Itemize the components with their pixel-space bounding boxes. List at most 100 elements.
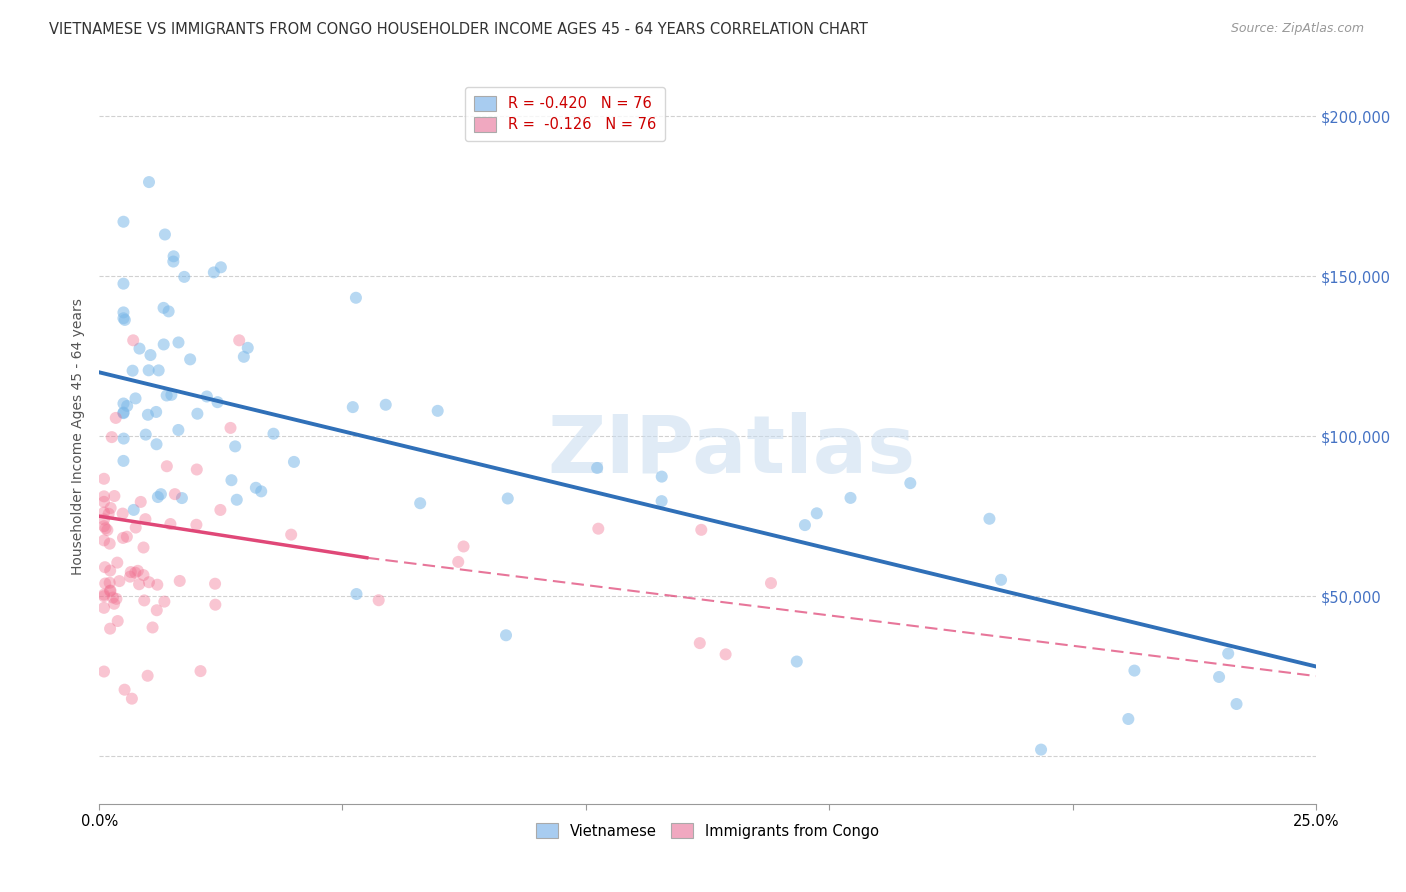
Point: [145, 405, 167, 419]
Point: [219, 421, 242, 435]
Point: [453, 540, 475, 554]
Point: [152, 301, 174, 315]
Point: [426, 404, 449, 418]
Point: [690, 523, 713, 537]
Y-axis label: Householder Income Ages 45 - 64 years: Householder Income Ages 45 - 64 years: [72, 298, 86, 574]
Point: [236, 341, 259, 355]
Point: [93, 489, 115, 503]
Point: [167, 335, 190, 350]
Point: [146, 490, 169, 504]
Legend: Vietnamese, Immigrants from Congo: Vietnamese, Immigrants from Congo: [530, 817, 884, 845]
Point: [112, 406, 135, 420]
Point: [786, 655, 808, 669]
Point: [367, 593, 389, 607]
Point: [94, 521, 117, 535]
Point: [979, 512, 1001, 526]
Point: [145, 437, 167, 451]
Point: [138, 575, 160, 590]
Point: [112, 305, 135, 319]
Point: [125, 520, 148, 534]
Point: [162, 254, 184, 268]
Point: [93, 600, 115, 615]
Point: [495, 628, 517, 642]
Point: [103, 489, 125, 503]
Point: [204, 576, 226, 591]
Point: [447, 555, 470, 569]
Point: [195, 389, 218, 403]
Point: [1218, 647, 1240, 661]
Point: [839, 491, 862, 505]
Point: [250, 484, 273, 499]
Point: [93, 472, 115, 486]
Point: [759, 576, 782, 591]
Point: [159, 516, 181, 531]
Point: [100, 430, 122, 444]
Point: [1208, 670, 1230, 684]
Point: [160, 388, 183, 402]
Point: [167, 423, 190, 437]
Point: [186, 407, 208, 421]
Point: [103, 597, 125, 611]
Point: [128, 577, 150, 591]
Point: [128, 342, 150, 356]
Point: [112, 311, 135, 326]
Point: [651, 494, 673, 508]
Point: [124, 392, 146, 406]
Point: [134, 512, 156, 526]
Text: VIETNAMESE VS IMMIGRANTS FROM CONGO HOUSEHOLDER INCOME AGES 45 - 64 YEARS CORREL: VIETNAMESE VS IMMIGRANTS FROM CONGO HOUS…: [49, 22, 868, 37]
Point: [209, 260, 232, 275]
Point: [179, 352, 201, 367]
Point: [115, 399, 138, 413]
Point: [112, 277, 135, 291]
Point: [98, 537, 121, 551]
Point: [93, 506, 115, 520]
Point: [127, 564, 149, 578]
Point: [283, 455, 305, 469]
Point: [112, 215, 135, 229]
Point: [280, 527, 302, 541]
Point: [132, 568, 155, 582]
Point: [409, 496, 432, 510]
Point: [898, 476, 921, 491]
Point: [98, 622, 121, 636]
Point: [156, 459, 179, 474]
Point: [129, 495, 152, 509]
Point: [990, 573, 1012, 587]
Point: [124, 566, 146, 580]
Point: [344, 291, 367, 305]
Point: [186, 462, 208, 476]
Point: [146, 578, 169, 592]
Point: [100, 583, 122, 598]
Point: [153, 594, 176, 608]
Point: [346, 587, 368, 601]
Text: Source: ZipAtlas.com: Source: ZipAtlas.com: [1230, 22, 1364, 36]
Point: [112, 454, 135, 468]
Point: [588, 522, 610, 536]
Point: [120, 569, 142, 583]
Point: [224, 439, 246, 453]
Point: [496, 491, 519, 506]
Point: [121, 691, 143, 706]
Text: ZIPatlas: ZIPatlas: [548, 412, 915, 490]
Point: [232, 350, 254, 364]
Point: [114, 313, 136, 327]
Point: [157, 304, 180, 318]
Point: [93, 519, 115, 533]
Point: [134, 593, 156, 607]
Point: [122, 334, 145, 348]
Point: [374, 398, 396, 412]
Point: [162, 249, 184, 263]
Point: [120, 565, 142, 579]
Point: [190, 664, 212, 678]
Point: [108, 574, 131, 588]
Point: [342, 400, 364, 414]
Point: [145, 603, 167, 617]
Point: [1118, 712, 1140, 726]
Point: [93, 495, 115, 509]
Point: [153, 227, 176, 242]
Point: [93, 512, 115, 526]
Point: [142, 620, 165, 634]
Point: [93, 533, 115, 548]
Point: [122, 503, 145, 517]
Point: [93, 665, 115, 679]
